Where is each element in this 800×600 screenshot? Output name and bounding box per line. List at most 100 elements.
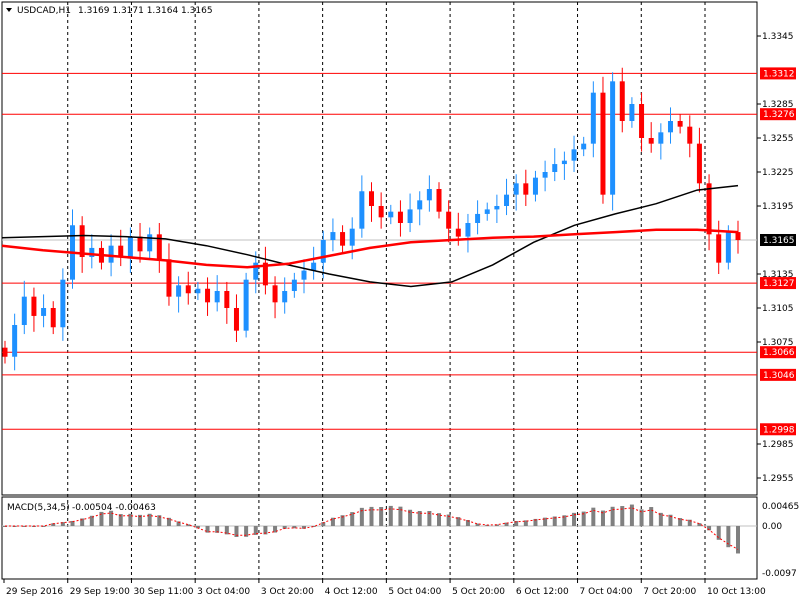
macd-histogram (2, 504, 757, 554)
bull-candle (542, 172, 548, 178)
y-tick-label: 1.3345 (762, 32, 794, 42)
macd-bar (244, 526, 249, 537)
level-badge (760, 368, 796, 381)
macd-bar (109, 510, 114, 526)
macd-bar (301, 526, 306, 529)
macd-bar (543, 517, 548, 526)
current-price-badge (760, 234, 796, 246)
x-tick-label: 10 Oct 13:00 (707, 587, 766, 597)
bear-candle (455, 228, 461, 237)
macd-bar (572, 512, 577, 526)
macd-bar (533, 518, 538, 526)
bear-candle (378, 206, 384, 218)
y-tick-label: 1.2985 (762, 440, 794, 450)
bull-candle (667, 121, 673, 133)
macd-bar (205, 526, 210, 533)
bear-candle (185, 285, 191, 294)
bear-candle (233, 308, 239, 331)
price-panel (1, 1, 758, 496)
x-tick-label: 7 Oct 20:00 (643, 587, 696, 597)
macd-bar (562, 515, 567, 526)
macd-bar (157, 515, 162, 526)
macd-tick-bottom: -0.0097 (762, 569, 797, 579)
bear-candle (79, 225, 85, 257)
bear-candle (696, 143, 702, 184)
ma-slow-line (1, 184, 739, 288)
bull-candle (282, 291, 288, 303)
macd-bar (398, 506, 403, 526)
bull-candle (21, 296, 27, 325)
level-badge (760, 423, 796, 436)
bear-candle (687, 126, 693, 144)
bull-candle (127, 236, 133, 257)
bear-candle (369, 191, 374, 206)
bull-candle (484, 209, 490, 214)
macd-bar (273, 526, 278, 533)
macd-bar (736, 526, 740, 554)
x-tick-label: 30 Sep 11:00 (133, 587, 193, 597)
macd-bar (350, 512, 355, 526)
bull-candle (561, 160, 567, 165)
macd-bar (687, 519, 692, 526)
bull-candle (89, 247, 95, 257)
horizontal-levels (2, 72, 757, 430)
candlesticks (2, 67, 741, 371)
macd-bar (620, 506, 625, 526)
bull-candle (359, 191, 365, 229)
level-badges: 1.3312 1.3276 1.3127 1.3066 1.3046 1.2998 1.31… (760, 67, 796, 436)
macd-tick-zero: 0.00 (762, 522, 782, 532)
time-axis: 29 Sep 2016 29 Sep 19:00 30 Sep 11:00 3 Oct… (3, 579, 766, 597)
macd-bar (658, 512, 663, 526)
level-badge-text: 1.3127 (763, 279, 795, 289)
macd-bar (523, 520, 528, 526)
bull-candle (426, 189, 432, 201)
macd-bar (552, 516, 557, 526)
level-badge (760, 108, 796, 121)
bear-candle (31, 296, 37, 316)
x-tick-label: 7 Oct 04:00 (580, 587, 633, 597)
price-axis: 1.33451.32851.32551.32251.31951.31351.31… (757, 32, 794, 484)
bear-candle (166, 259, 172, 297)
x-tick-label: 29 Sep 2016 (6, 587, 63, 597)
macd-bar (138, 514, 143, 526)
macd-label: MACD(5,34,5) (7, 503, 70, 513)
x-tick-label: 5 Oct 04:00 (388, 587, 441, 597)
y-tick-label: 1.2955 (762, 474, 794, 484)
macd-signal-line (5, 507, 739, 550)
macd-bar (668, 514, 673, 526)
bull-candle (513, 183, 519, 195)
bull-candle (475, 213, 481, 223)
macd-bar (427, 510, 432, 526)
dropdown-triangle-icon[interactable] (6, 8, 12, 12)
bull-candle (214, 291, 220, 303)
level-badge-text: 1.3066 (763, 348, 795, 358)
bull-candle (12, 325, 18, 357)
bull-candle (552, 164, 558, 172)
bull-candle (349, 228, 355, 246)
ohlc-label: 1.3169 1.3171 1.3164 1.3165 (78, 6, 213, 16)
bear-candle (735, 232, 741, 240)
y-tick-label: 1.3225 (762, 168, 794, 178)
macd-bar (253, 526, 258, 535)
macd-bar (359, 507, 364, 526)
macd-bar (282, 526, 287, 529)
y-tick-label: 1.3135 (762, 270, 794, 280)
macd-bar (494, 524, 499, 526)
macd-bar (591, 507, 596, 526)
macd-bar (707, 526, 712, 531)
bear-candle (272, 285, 278, 303)
level-badge-text: 1.3046 (763, 371, 795, 381)
bull-candle (725, 232, 731, 263)
macd-bar (716, 526, 721, 540)
macd-bar (379, 507, 384, 526)
macd-bar (234, 526, 239, 537)
bull-candle (571, 149, 577, 161)
macd-bar (639, 509, 644, 526)
macd-bar (215, 526, 220, 533)
macd-bar (388, 505, 393, 526)
bear-candle (224, 291, 230, 308)
bear-candle (118, 245, 124, 257)
macd-bar (80, 518, 85, 526)
macd-bar (437, 513, 442, 526)
